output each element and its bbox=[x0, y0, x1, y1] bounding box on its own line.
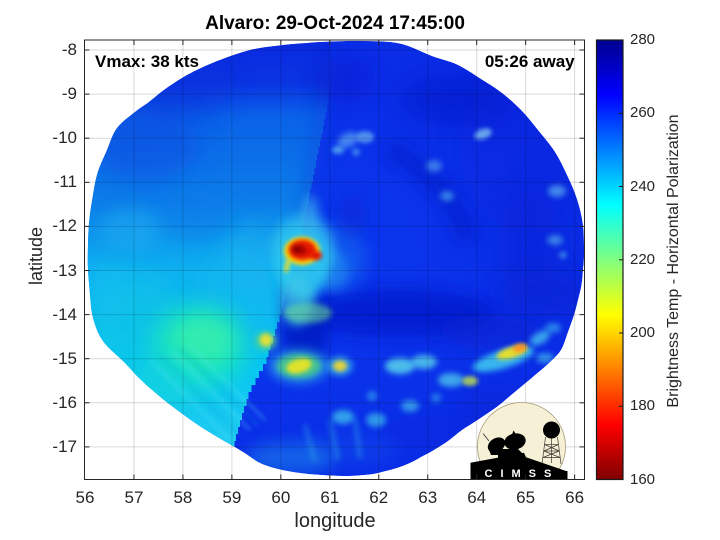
svg-text:CIMSS: CIMSS bbox=[485, 468, 560, 480]
